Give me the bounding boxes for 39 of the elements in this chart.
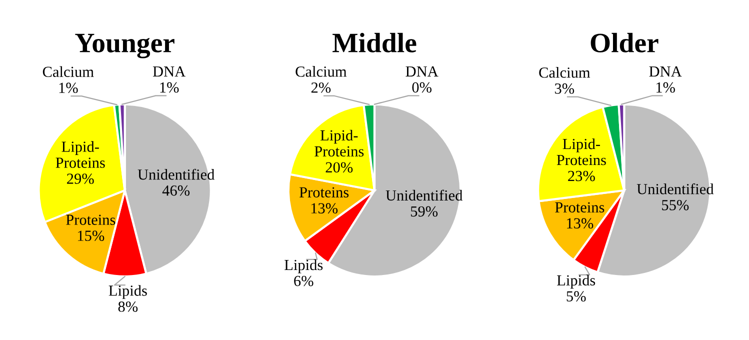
data-label: 20% [326,162,353,173]
chart-title: Older [590,32,658,52]
slice-label: Calcium [539,67,590,78]
slice-label: Lipid-Proteins [56,141,105,168]
data-label: 13% [567,218,594,229]
data-label: 15% [78,230,104,241]
chart-title: Younger [75,34,174,58]
data-label: 46% [162,185,190,196]
slice-label: Proteins [66,214,116,225]
category-label: DNA [406,66,438,76]
slice-label: Unidentified [138,168,215,180]
slice-label: Unidentified [386,190,463,201]
slice-label: Proteins [299,187,349,198]
slice-label: DNA [649,66,682,77]
data-label: 6% [294,276,314,286]
data-label: 8% [118,301,138,312]
data-label: 2% [311,82,331,93]
slice-label: Proteins [555,202,604,213]
slice-label: Lipids [284,259,323,274]
chart-title: Middle [332,32,416,52]
data-label: 3% [554,83,574,94]
slice-label: Calcium [42,66,94,78]
slice-label: DNA [152,66,186,77]
data-label: 29% [67,174,94,184]
slice-label: Unidentified [636,183,714,194]
slice-label: Lipids [557,274,596,289]
text: 0% [412,82,432,93]
data-label: 59% [410,206,438,217]
data-label: 55% [662,200,689,210]
slice-label: Lipid-Proteins [556,138,606,166]
data-label: 5% [566,291,586,302]
data-label: 1% [160,82,179,93]
data-label: 1% [656,82,675,93]
slice-label: Calcium [296,66,347,77]
data-label: 1% [59,82,78,94]
slice-label: Lipid-Proteins [314,130,364,157]
data-label: 13% [311,203,338,214]
slice-label: Lipids [108,285,147,299]
data-label: 23% [568,170,595,182]
